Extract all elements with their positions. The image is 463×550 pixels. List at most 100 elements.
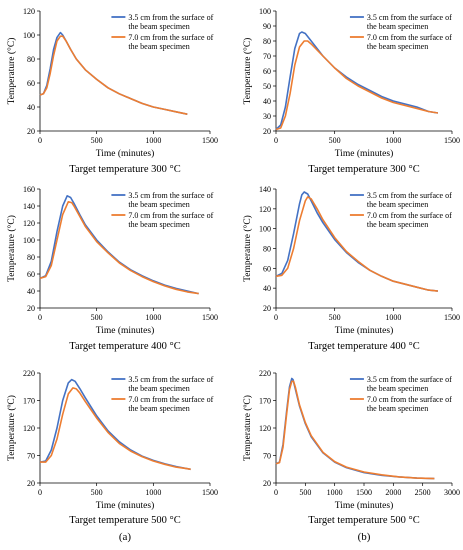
series-line-3-5cm [39, 378, 191, 471]
y-tick-label: 30 [263, 112, 271, 121]
y-tick-label: 60 [27, 79, 35, 88]
panel-caption: Target temperature 500 °C [69, 515, 180, 526]
x-tick-label: 2000 [385, 488, 401, 497]
x-tick-label: 1500 [444, 313, 460, 322]
x-axis-title: Time (minutes) [96, 500, 155, 511]
series-line-7-0cm [39, 201, 199, 295]
legend-label: 3.5 cm from the surface of the beam speci… [367, 375, 452, 393]
y-tick-label: 60 [263, 67, 271, 76]
x-tick-label: 500 [329, 313, 341, 322]
y-axis-title: Temperature (ºC) [242, 395, 253, 461]
y-tick-label: 100 [23, 31, 35, 40]
y-axis-title: Temperature (°C) [242, 215, 253, 282]
x-tick-label: 0 [274, 488, 278, 497]
legend-label: 3.5 cm from the surface of the beam speci… [367, 191, 452, 209]
chart-panel-3: 0 500 1000 1500 20 40 60 80 100 120 140 160 Time (mi… [6, 185, 218, 352]
y-tick-label: 170 [259, 397, 271, 406]
legend-label: 7.0 cm from the surface of the beam speci… [128, 33, 213, 51]
y-tick-label: 80 [263, 245, 271, 254]
y-tick-label: 120 [23, 7, 35, 16]
y-tick-label: 220 [259, 369, 271, 378]
y-tick-label: 20 [263, 127, 271, 136]
y-tick-label: 220 [23, 369, 35, 378]
x-tick-label: 1000 [145, 313, 161, 322]
series-line-7-0cm [275, 40, 439, 131]
x-tick-label: 500 [329, 136, 341, 145]
series-line-7-0cm [275, 196, 438, 292]
x-tick-label: 500 [91, 136, 103, 145]
x-tick-label: 500 [91, 488, 103, 497]
y-tick-label: 60 [263, 264, 271, 273]
x-axis-title: Time (minutes) [335, 148, 394, 159]
y-axis-title: Temperature (°C) [242, 38, 253, 105]
series-line-3-5cm [275, 377, 435, 480]
x-tick-label: 3000 [444, 488, 460, 497]
y-tick-label: 70 [27, 452, 35, 461]
x-tick-label: 1000 [145, 136, 161, 145]
y-tick-label: 170 [23, 397, 35, 406]
y-tick-label: 40 [263, 284, 271, 293]
y-tick-label: 20 [27, 479, 35, 488]
x-tick-label: 0 [274, 313, 278, 322]
panel-caption: Target temperature 400 °C [308, 341, 419, 352]
panel-caption: Target temperature 500 °C [308, 515, 419, 526]
legend-label: 7.0 cm from the surface of the beam speci… [367, 33, 452, 51]
x-tick-label: 1500 [202, 136, 218, 145]
x-tick-label: 1000 [145, 488, 161, 497]
panel-caption: Target temperature 300 °C [308, 164, 419, 175]
legend-label: 7.0 cm from the surface of the beam speci… [367, 395, 452, 413]
x-axis-title: Time (minutes) [96, 325, 155, 336]
x-axis-title: Time (minutes) [335, 325, 394, 336]
y-axis-title: Temperature (ºC) [6, 395, 17, 461]
y-tick-label: 80 [27, 253, 35, 262]
series-line-7-0cm [40, 387, 191, 471]
y-axis-title: Temperature (°C) [6, 38, 17, 105]
x-tick-label: 1500 [444, 136, 460, 145]
x-tick-label: 1500 [202, 313, 218, 322]
y-tick-label: 70 [263, 52, 271, 61]
y-tick-label: 90 [263, 22, 271, 31]
x-tick-label: 1000 [327, 488, 343, 497]
panel-letter: (a) [119, 531, 132, 543]
x-axis-title: Time (minutes) [335, 500, 394, 511]
panel-caption: Target temperature 400 °C [69, 341, 180, 352]
legend-label: 3.5 cm from the surface of the beam speci… [128, 13, 213, 31]
y-tick-label: 80 [263, 37, 271, 46]
legend-label: 7.0 cm from the surface of the beam speci… [128, 211, 213, 229]
y-tick-label: 100 [259, 225, 271, 234]
y-tick-label: 160 [23, 185, 35, 194]
chart-panel-1: 0 500 1000 1500 20 40 60 80 100 120 Time (minutes)… [6, 7, 218, 175]
x-tick-label: 0 [274, 136, 278, 145]
x-tick-label: 1500 [356, 488, 372, 497]
y-tick-label: 20 [27, 304, 35, 313]
y-tick-label: 140 [23, 202, 35, 211]
legend-label: 3.5 cm from the surface of the beam speci… [367, 13, 452, 31]
x-tick-label: 500 [91, 313, 103, 322]
x-tick-label: 0 [38, 313, 42, 322]
legend-label: 3.5 cm from the surface of the beam speci… [128, 191, 213, 209]
panel-caption: Target temperature 300 °C [69, 164, 180, 175]
legend-label: 7.0 cm from the surface of the beam speci… [128, 395, 213, 413]
y-tick-label: 40 [27, 287, 35, 296]
y-tick-label: 100 [259, 7, 271, 16]
chart-panel-6: 0 500 1000 1500 2000 2500 3000 20 70 120 170 220 Tim… [242, 369, 460, 543]
series-line-7-0cm [275, 380, 435, 480]
y-tick-label: 40 [263, 97, 271, 106]
y-tick-label: 80 [27, 55, 35, 64]
chart-panel-2: 0 500 1000 1500 20 30 40 50 60 70 80 90 100 Time (min… [242, 7, 460, 175]
series-line-7-0cm [39, 35, 188, 115]
x-tick-label: 0 [38, 488, 42, 497]
y-axis-title: Temperature (°C) [6, 215, 17, 282]
x-tick-label: 0 [38, 136, 42, 145]
y-tick-label: 40 [27, 103, 35, 112]
legend-label: 7.0 cm from the surface of the beam speci… [367, 211, 452, 229]
y-tick-label: 120 [259, 205, 271, 214]
chart-panel-4: 0 500 1000 1500 20 40 60 80 100 120 140 Time (minut… [242, 185, 460, 352]
x-tick-label: 1000 [385, 136, 401, 145]
y-tick-label: 120 [259, 424, 271, 433]
x-tick-label: 1000 [385, 313, 401, 322]
y-tick-label: 20 [263, 479, 271, 488]
chart-panel-5: 0 500 1000 1500 20 70 120 170 220 Time (minutes) T… [6, 369, 218, 543]
x-tick-label: 2500 [415, 488, 431, 497]
